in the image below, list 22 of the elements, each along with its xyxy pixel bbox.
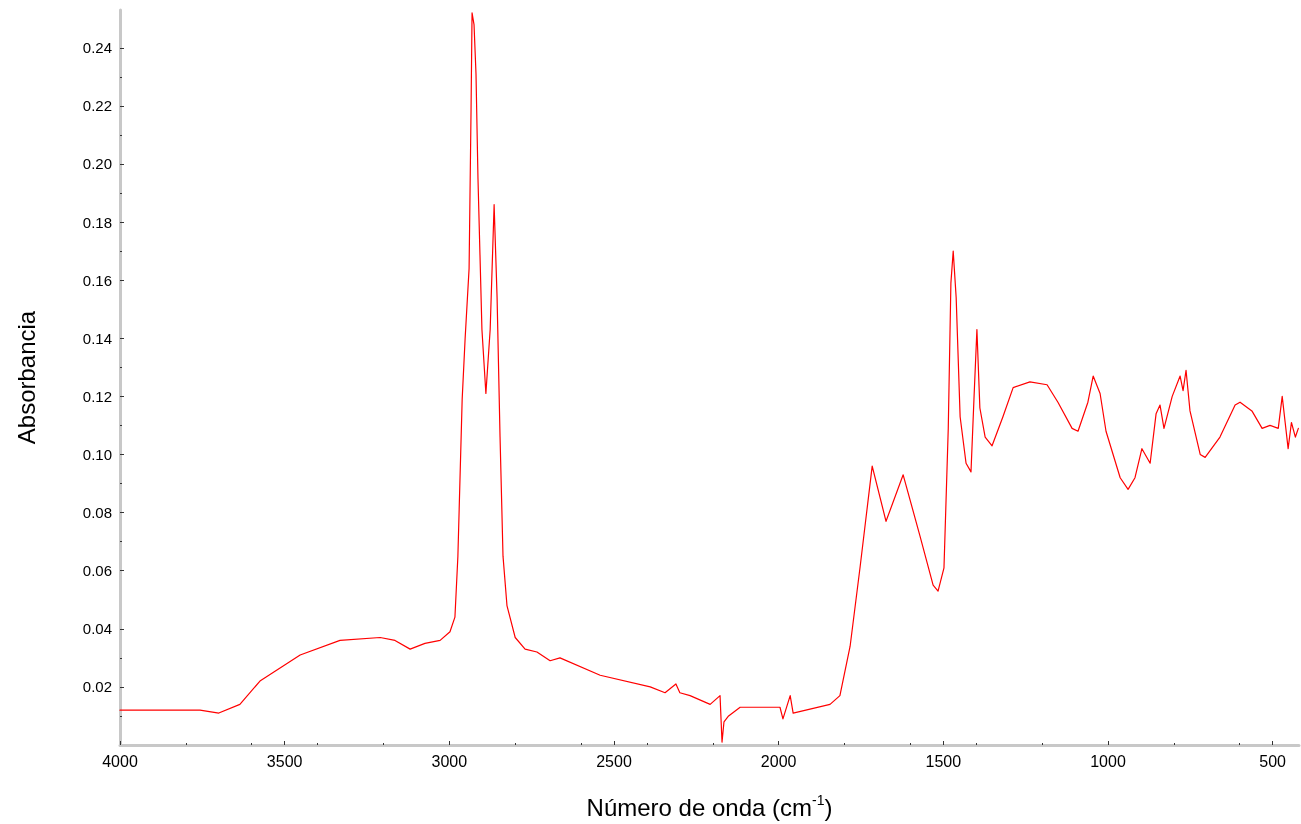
x-tick-label: 500 [1259, 752, 1287, 770]
y-tick-label: 0.24 [82, 39, 112, 57]
y-tick-label: 0.06 [82, 562, 112, 580]
y-tick-label: 0.22 [82, 97, 112, 115]
y-tick-label: 0.08 [82, 504, 112, 522]
y-axis-title: Absorbancia [12, 310, 40, 445]
y-tick-label: 0.12 [82, 387, 112, 405]
y-tick-label: 0.10 [82, 445, 112, 463]
y-tick-label: 0.20 [82, 155, 112, 173]
x-tick-label: 1500 [925, 752, 962, 770]
x-tick-label: 1000 [1090, 752, 1126, 770]
y-tick-label: 0.14 [82, 329, 112, 347]
y-tick-label: 0.16 [82, 271, 112, 289]
x-tick-label: 3500 [266, 752, 303, 770]
line-series [119, 12, 1299, 743]
y-tick-label: 0.18 [82, 213, 112, 231]
x-tick-label: 4000 [102, 752, 138, 770]
x-tick-label: 2000 [760, 752, 797, 770]
x-tick-label: 2500 [596, 752, 632, 770]
x-tick-label: 3000 [431, 752, 468, 770]
y-tick-label: 0.02 [82, 678, 112, 696]
y-tick-label: 0.04 [82, 620, 112, 638]
